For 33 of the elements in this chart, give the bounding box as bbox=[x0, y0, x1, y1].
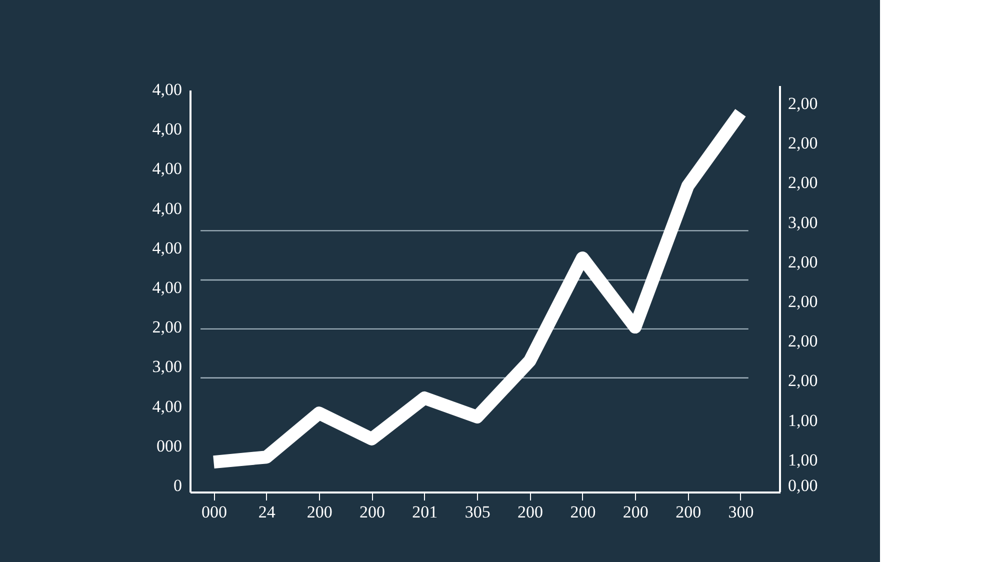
text: 3,00 bbox=[152, 357, 182, 376]
text: 4,00 bbox=[152, 198, 182, 218]
x-tick-label: 24 bbox=[258, 502, 276, 522]
x-tick-label: 201 bbox=[412, 502, 438, 522]
text: 2,00 bbox=[152, 318, 182, 337]
text: 2,00 bbox=[788, 252, 818, 272]
x-tick-label: 200 bbox=[518, 502, 544, 522]
x-tick-label: 000 bbox=[201, 502, 227, 522]
x-tick-label: 200 bbox=[359, 502, 385, 522]
text: 1,00 bbox=[788, 450, 818, 470]
text: 4,00 bbox=[152, 120, 182, 139]
text: 1,00 bbox=[788, 410, 818, 430]
x-tick-label: 300 bbox=[728, 502, 754, 522]
text: 2,00 bbox=[788, 332, 818, 351]
text: 0 bbox=[174, 476, 182, 495]
text: 4,00 bbox=[152, 278, 182, 297]
text: 0,00 bbox=[788, 476, 818, 495]
x-tick-label: 200 bbox=[306, 502, 332, 522]
text: 4,00 bbox=[152, 238, 182, 258]
text: 4,00 bbox=[152, 80, 182, 99]
text: 2,00 bbox=[788, 173, 818, 192]
text: 3,00 bbox=[788, 212, 818, 232]
text: 2,00 bbox=[788, 94, 818, 113]
text: 2,00 bbox=[788, 134, 818, 153]
text: 2,00 bbox=[788, 371, 818, 390]
text: 4,00 bbox=[152, 396, 182, 416]
x-tick-label: 200 bbox=[570, 502, 596, 522]
text: 000 bbox=[156, 436, 182, 456]
x-tick-label: 305 bbox=[464, 502, 490, 522]
text: 2,00 bbox=[788, 292, 818, 311]
x-tick-label: 200 bbox=[622, 502, 648, 522]
x-tick-label: 200 bbox=[676, 502, 702, 522]
text: 4,00 bbox=[152, 159, 182, 178]
